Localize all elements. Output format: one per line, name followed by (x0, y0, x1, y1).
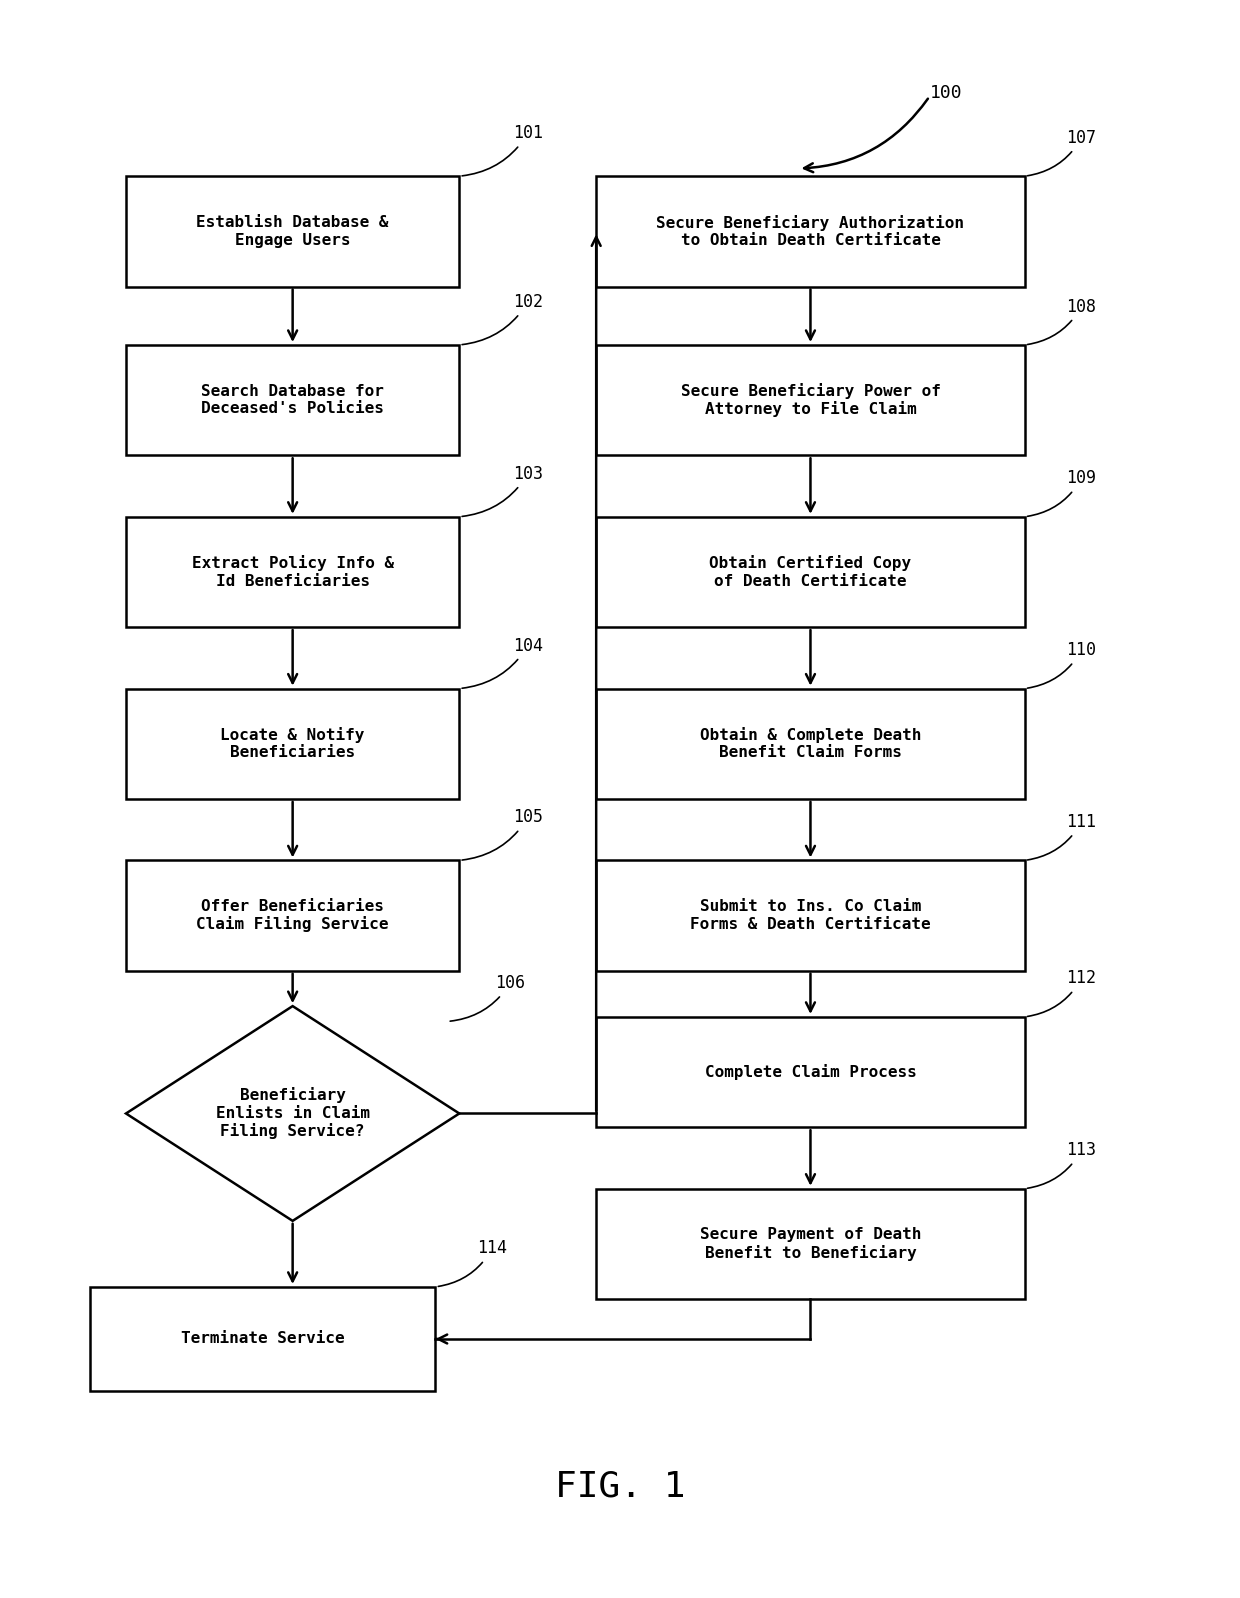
FancyBboxPatch shape (596, 689, 1024, 799)
FancyBboxPatch shape (596, 860, 1024, 972)
Text: 102: 102 (463, 292, 543, 345)
Text: Secure Payment of Death
Benefit to Beneficiary: Secure Payment of Death Benefit to Benef… (699, 1227, 921, 1261)
Text: 114: 114 (438, 1240, 507, 1286)
FancyBboxPatch shape (126, 345, 459, 455)
FancyBboxPatch shape (126, 689, 459, 799)
Text: Secure Beneficiary Authorization
to Obtain Death Certificate: Secure Beneficiary Authorization to Obta… (656, 214, 965, 248)
Text: Obtain & Complete Death
Benefit Claim Forms: Obtain & Complete Death Benefit Claim Fo… (699, 727, 921, 761)
Text: Locate & Notify
Beneficiaries: Locate & Notify Beneficiaries (221, 727, 365, 761)
Text: 106: 106 (450, 975, 525, 1021)
Text: 108: 108 (1028, 297, 1096, 345)
Polygon shape (126, 1007, 459, 1221)
FancyBboxPatch shape (126, 516, 459, 626)
Text: Offer Beneficiaries
Claim Filing Service: Offer Beneficiaries Claim Filing Service (196, 898, 389, 932)
Text: Submit to Ins. Co Claim
Forms & Death Certificate: Submit to Ins. Co Claim Forms & Death Ce… (691, 900, 931, 932)
Text: 111: 111 (1028, 813, 1096, 860)
Text: 109: 109 (1028, 470, 1096, 516)
Text: Obtain Certified Copy
of Death Certificate: Obtain Certified Copy of Death Certifica… (709, 555, 911, 588)
Text: Establish Database &
Engage Users: Establish Database & Engage Users (196, 216, 389, 248)
Text: Secure Beneficiary Power of
Attorney to File Claim: Secure Beneficiary Power of Attorney to … (681, 384, 940, 417)
Text: 107: 107 (1028, 129, 1096, 176)
Text: Terminate Service: Terminate Service (181, 1331, 345, 1347)
Text: FIG. 1: FIG. 1 (554, 1469, 686, 1504)
Text: Complete Claim Process: Complete Claim Process (704, 1064, 916, 1080)
Text: 112: 112 (1028, 970, 1096, 1016)
Text: 103: 103 (463, 465, 543, 516)
Text: 104: 104 (463, 636, 543, 689)
Text: Search Database for
Deceased's Policies: Search Database for Deceased's Policies (201, 384, 384, 417)
FancyBboxPatch shape (126, 860, 459, 972)
Text: 110: 110 (1028, 641, 1096, 689)
FancyBboxPatch shape (126, 176, 459, 286)
FancyBboxPatch shape (596, 516, 1024, 626)
FancyBboxPatch shape (596, 1016, 1024, 1127)
Text: Extract Policy Info &
Id Beneficiaries: Extract Policy Info & Id Beneficiaries (191, 555, 394, 588)
FancyBboxPatch shape (91, 1286, 435, 1392)
Text: Beneficiary
Enlists in Claim
Filing Service?: Beneficiary Enlists in Claim Filing Serv… (216, 1088, 370, 1139)
FancyBboxPatch shape (596, 176, 1024, 286)
FancyBboxPatch shape (596, 1189, 1024, 1299)
Text: 101: 101 (463, 125, 543, 176)
Text: 105: 105 (463, 809, 543, 860)
Text: 113: 113 (1028, 1141, 1096, 1189)
FancyBboxPatch shape (596, 345, 1024, 455)
Text: 100: 100 (930, 85, 962, 102)
